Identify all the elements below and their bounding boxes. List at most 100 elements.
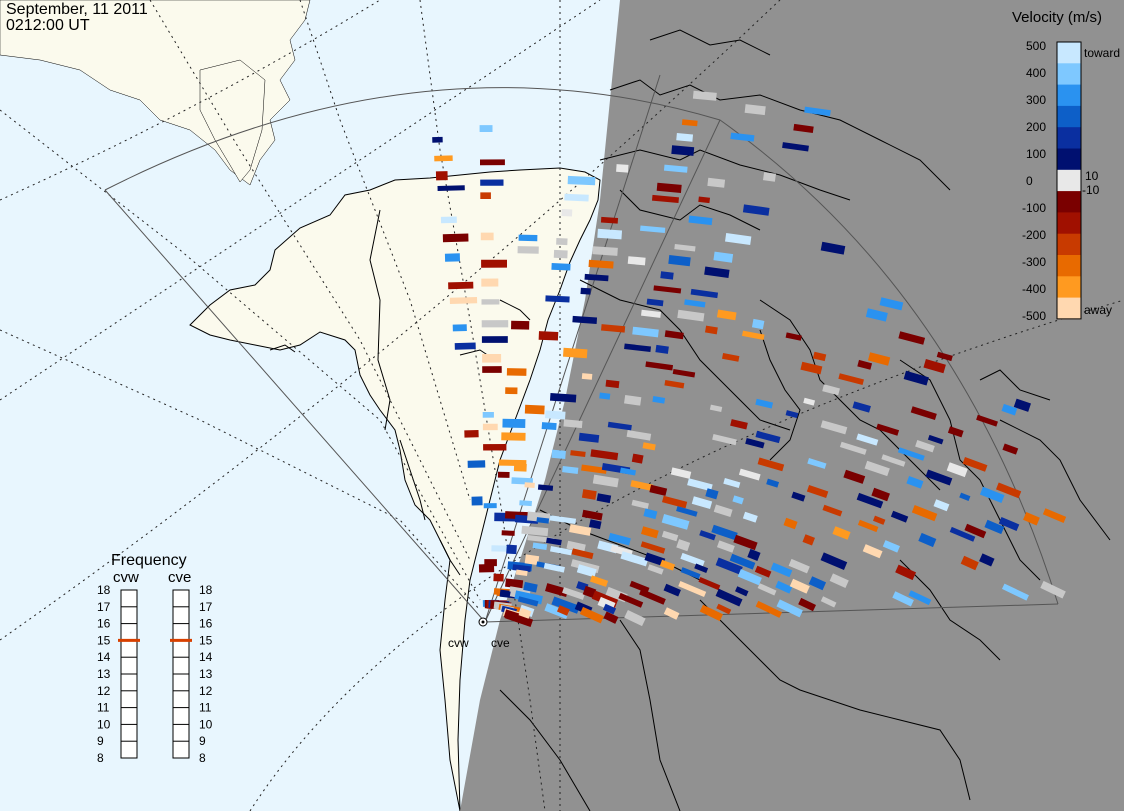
velocity-cell bbox=[962, 457, 988, 472]
velocity-cell bbox=[864, 460, 890, 477]
radar-label-cvw: cvw bbox=[448, 636, 469, 650]
velocity-cell bbox=[735, 586, 749, 597]
velocity-cell bbox=[1001, 403, 1018, 416]
velocity-cell bbox=[676, 506, 698, 517]
velocity-cell bbox=[959, 492, 971, 502]
velocity-cell bbox=[549, 393, 577, 403]
velocity-cell bbox=[704, 266, 730, 279]
velocity-cell bbox=[995, 482, 1022, 499]
velocity-cell bbox=[624, 610, 646, 627]
velocity-cell bbox=[998, 517, 1020, 532]
radar-site-dot bbox=[481, 620, 485, 624]
frequency-tick-label: 16 bbox=[199, 617, 213, 631]
velocity-cell bbox=[523, 581, 538, 593]
velocity-cell bbox=[694, 563, 709, 573]
colorbar-tick-label: 0 bbox=[1026, 174, 1033, 188]
velocity-cell bbox=[570, 450, 586, 457]
velocity-cell bbox=[832, 526, 851, 540]
velocity-scale-title: Velocity (m/s) bbox=[1012, 9, 1102, 26]
velocity-cell bbox=[745, 437, 765, 449]
velocity-cell bbox=[791, 491, 806, 502]
velocity-cell bbox=[933, 499, 950, 512]
velocity-cell bbox=[517, 596, 539, 607]
velocity-cell bbox=[630, 480, 654, 491]
velocity-cell bbox=[601, 324, 626, 333]
velocity-cell bbox=[603, 611, 619, 624]
velocity-cell bbox=[584, 273, 609, 282]
velocity-cell bbox=[776, 599, 803, 618]
frequency-tick-label: 11 bbox=[97, 701, 110, 715]
velocity-cell bbox=[785, 410, 799, 419]
frequency-tick-label: 17 bbox=[199, 600, 213, 614]
colorbar-swatch bbox=[1057, 148, 1081, 171]
velocity-cell bbox=[672, 369, 696, 378]
velocity-cell bbox=[707, 177, 726, 188]
colorbar-swatch bbox=[1057, 255, 1081, 277]
velocity-cell bbox=[820, 552, 848, 570]
velocity-cell bbox=[504, 610, 534, 627]
frequency-tick-label: 13 bbox=[97, 667, 111, 681]
velocity-cell bbox=[976, 414, 998, 427]
velocity-cell bbox=[437, 185, 465, 191]
velocity-cell bbox=[482, 366, 502, 373]
colorbar-tick-label: -200 bbox=[1022, 228, 1046, 242]
velocity-cell bbox=[892, 591, 914, 607]
velocity-cell bbox=[464, 430, 479, 438]
velocity-cell bbox=[865, 308, 888, 322]
colorbar-swatch bbox=[1057, 191, 1081, 213]
velocity-cell bbox=[454, 342, 476, 350]
velocity-cell bbox=[1023, 511, 1040, 526]
velocity-cell bbox=[480, 232, 494, 241]
velocity-cell bbox=[564, 193, 589, 202]
velocity-cell bbox=[856, 492, 884, 509]
velocity-cell bbox=[862, 544, 883, 559]
velocity-cell bbox=[641, 309, 661, 318]
velocity-cell bbox=[716, 540, 735, 553]
velocity-cell bbox=[629, 580, 650, 594]
velocity-cell bbox=[656, 182, 682, 193]
velocity-cell bbox=[567, 175, 596, 186]
velocity-cell bbox=[541, 422, 557, 430]
velocity-cell bbox=[691, 496, 713, 509]
velocity-cell bbox=[655, 344, 669, 354]
velocity-cell bbox=[484, 559, 497, 567]
velocity-cell bbox=[543, 562, 565, 573]
velocity-cell bbox=[742, 511, 758, 523]
colorbar-swatch bbox=[1057, 276, 1081, 299]
radar-label-cve: cve bbox=[491, 636, 510, 650]
velocity-cell bbox=[857, 519, 879, 533]
velocity-cell bbox=[619, 467, 637, 476]
velocity-cell bbox=[1002, 443, 1019, 455]
velocity-cell bbox=[589, 575, 609, 587]
velocity-cell bbox=[518, 607, 532, 619]
velocity-cell bbox=[871, 487, 890, 502]
colorbar-swatch bbox=[1057, 84, 1081, 107]
velocity-cell bbox=[663, 607, 680, 620]
velocity-cell bbox=[581, 489, 597, 500]
frequency-tick-label: 11 bbox=[199, 701, 212, 715]
velocity-cell bbox=[793, 123, 814, 134]
colorbar-swatch bbox=[1057, 297, 1081, 320]
frequency-tick-label: 13 bbox=[199, 667, 213, 681]
colorbar-tick-label: 300 bbox=[1026, 93, 1046, 107]
velocity-cell bbox=[556, 238, 568, 246]
velocity-cell bbox=[709, 404, 723, 413]
velocity-cell bbox=[556, 605, 570, 616]
velocity-cell bbox=[479, 125, 493, 132]
velocity-cell bbox=[737, 569, 762, 586]
velocity-cell bbox=[592, 474, 619, 488]
velocity-cell bbox=[639, 588, 666, 605]
velocity-cell bbox=[684, 299, 706, 308]
velocity-cell bbox=[592, 246, 618, 256]
colorbar-tick-label: 400 bbox=[1026, 66, 1046, 80]
velocity-cell bbox=[915, 439, 935, 453]
velocity-cell bbox=[742, 330, 765, 340]
velocity-cell bbox=[722, 353, 740, 362]
velocity-cell bbox=[947, 426, 964, 438]
velocity-cell bbox=[1013, 398, 1031, 412]
velocity-cell bbox=[506, 368, 527, 376]
velocity-cell bbox=[576, 564, 597, 578]
velocity-cell bbox=[692, 90, 717, 101]
